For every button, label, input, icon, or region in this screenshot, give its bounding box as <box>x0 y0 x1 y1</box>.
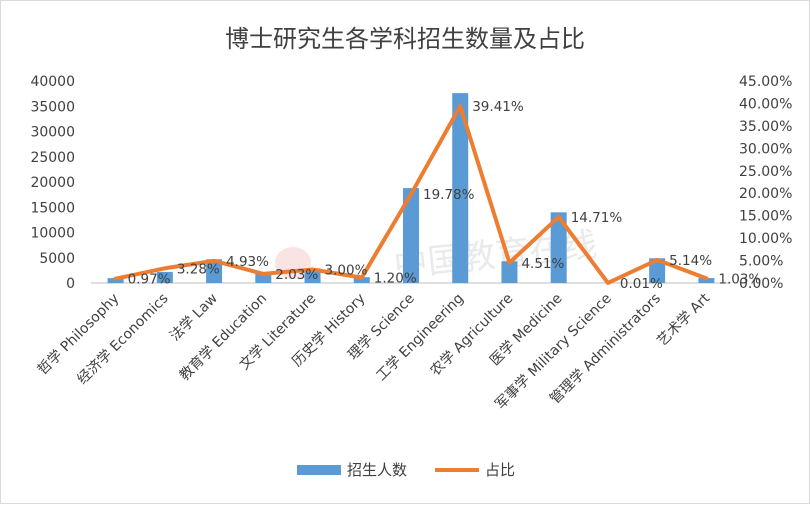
left-axis-tick-label: 35000 <box>30 99 75 115</box>
left-axis-tick-label: 40000 <box>30 74 75 90</box>
right-axis-tick-label: 35.00% <box>739 119 792 135</box>
x-axis-tick-label: 教育学 Education <box>177 291 270 384</box>
left-axis-tick-label: 5000 <box>39 251 75 267</box>
left-axis-tick-label: 25000 <box>30 150 75 166</box>
right-axis-tick-label: 15.00% <box>739 209 792 225</box>
x-axis-tick-label: 哲学 Philosophy <box>35 291 123 379</box>
line-data-label: 14.71% <box>571 210 623 226</box>
x-axis-tick-label: 艺术学 Art <box>654 290 713 349</box>
line-data-label: 1.20% <box>374 271 417 287</box>
x-axis-tick-label: 工学 Engineering <box>373 291 467 385</box>
legend-label-line: 占比 <box>485 461 515 479</box>
left-axis-tick-label: 10000 <box>30 226 75 242</box>
line-data-label: 4.93% <box>226 254 269 270</box>
left-axis-tick-label: 15000 <box>30 200 75 216</box>
line-data-label: 4.51% <box>521 256 564 272</box>
line-data-label: 0.97% <box>128 272 171 288</box>
line-data-label: 5.14% <box>669 253 712 269</box>
line-data-label: 0.01% <box>620 276 663 292</box>
right-axis-tick-label: 20.00% <box>739 186 792 202</box>
right-axis-tick-label: 25.00% <box>739 164 792 180</box>
watermark-text: 中国教育在线 <box>392 225 599 286</box>
right-axis-tick-label: 45.00% <box>739 74 792 90</box>
left-axis-tick-label: 20000 <box>30 175 75 191</box>
line-data-label: 2.03% <box>275 267 318 283</box>
legend: 招生人数 占比 <box>297 461 515 479</box>
left-axis-tick-label: 30000 <box>30 125 75 141</box>
right-axis-tick-label: 30.00% <box>739 141 792 157</box>
x-axis-tick-label: 经济学 Economics <box>74 291 171 388</box>
left-axis-tick-label: 0 <box>66 276 75 292</box>
line-data-label: 3.28% <box>177 261 220 277</box>
right-axis-tick-label: 10.00% <box>739 231 792 247</box>
chart-title: 博士研究生各学科招生数量及占比 <box>225 25 585 53</box>
right-axis-ticks: 0.00%5.00%10.00%15.00%20.00%25.00%30.00%… <box>739 74 792 292</box>
bar-series <box>108 93 715 283</box>
line-data-label: 39.41% <box>472 99 524 115</box>
line-data-label: 19.78% <box>423 187 475 203</box>
left-axis-ticks: 0 5000 10000 15000 20000 25000 30000 35000 40000 <box>30 74 75 292</box>
right-axis-tick-label: 40.00% <box>739 96 792 112</box>
line-data-label: 1.03% <box>718 271 761 287</box>
legend-label-bar: 招生人数 <box>347 461 407 479</box>
legend-swatch-bar <box>297 465 341 475</box>
x-axis-tick-label: 农学 Agriculture <box>428 291 517 380</box>
right-axis-tick-label: 5.00% <box>739 254 783 270</box>
line-data-label: 3.00% <box>325 263 368 279</box>
